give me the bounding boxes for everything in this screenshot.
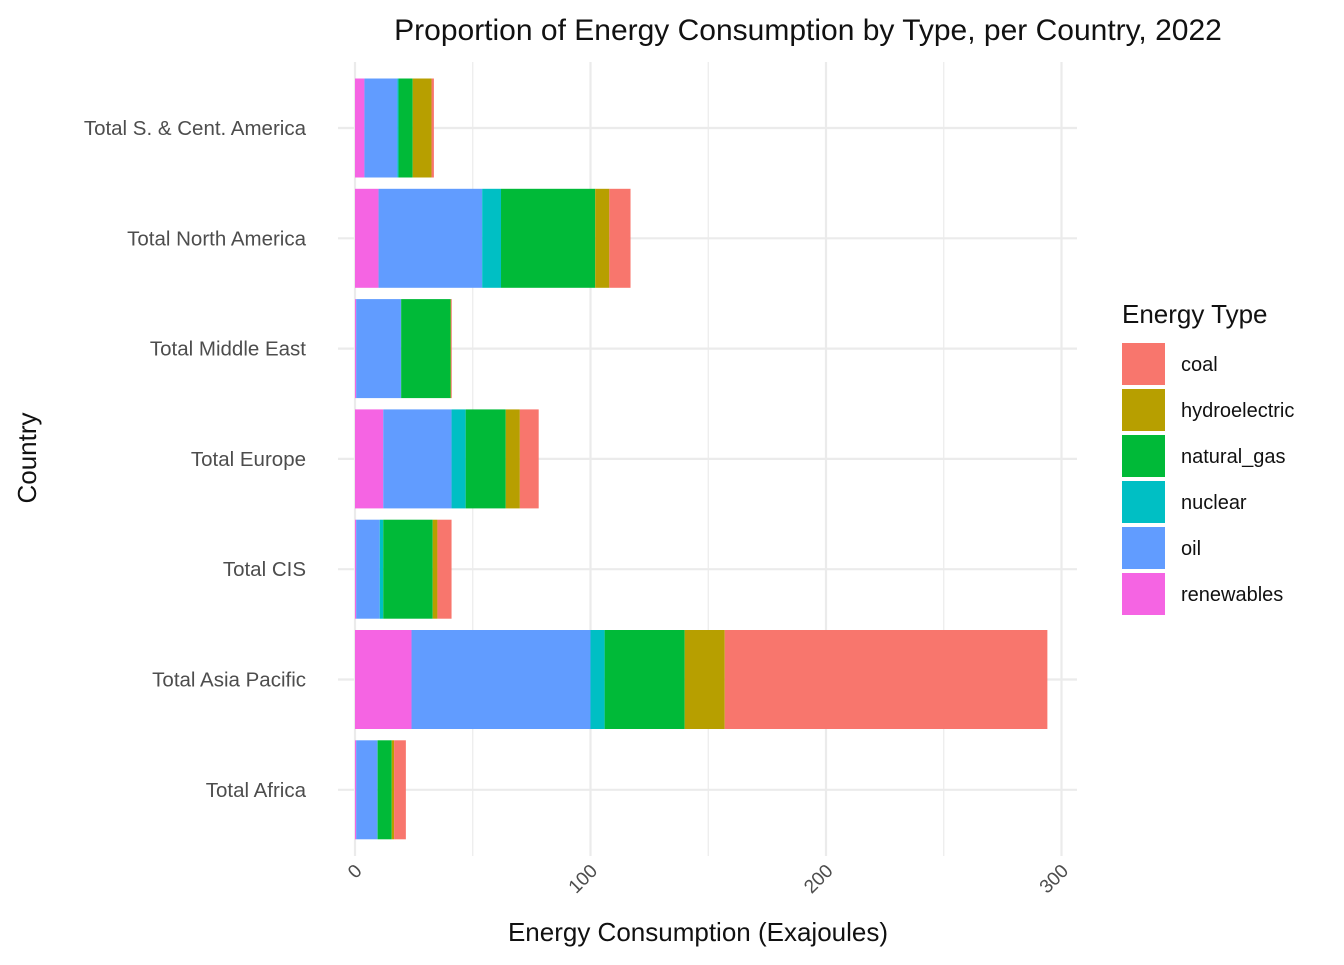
bar-segment-renewables <box>355 189 379 288</box>
bar-segment-nuclear <box>482 189 501 288</box>
legend-swatch-coal <box>1122 343 1165 385</box>
y-tick-label: Total S. & Cent. America <box>84 117 307 140</box>
x-tick-label: 0 <box>344 861 366 883</box>
bar-segment-renewables <box>355 630 412 729</box>
bar-segment-oil <box>379 189 483 288</box>
bar-segment-hydroelectric <box>392 740 394 839</box>
y-tick-label: Total North America <box>127 227 306 250</box>
legend-swatch-oil <box>1122 527 1165 569</box>
bar-segment-coal <box>520 409 539 508</box>
bar-segment-hydroelectric <box>595 189 609 288</box>
legend-label: oil <box>1181 538 1201 560</box>
bar-segment-renewables <box>355 79 364 178</box>
bar-segment-coal <box>725 630 1048 729</box>
y-tick-label: Total Africa <box>206 779 307 802</box>
bar-segment-coal <box>394 740 406 839</box>
legend-swatch-natural-gas <box>1122 435 1165 477</box>
bar-segment-oil <box>356 520 380 619</box>
bar-segment-natural-gas <box>501 189 595 288</box>
bar-segment-natural-gas <box>383 520 432 619</box>
legend-swatch-nuclear <box>1122 481 1165 523</box>
bar-segment-oil <box>412 630 591 729</box>
bar-segment-renewables <box>355 409 383 508</box>
chart-title: Proportion of Energy Consumption by Type… <box>394 14 1222 47</box>
bar-segment-natural-gas <box>401 299 450 398</box>
bar-segment-coal <box>609 189 630 288</box>
bar-segment-coal <box>432 79 434 178</box>
bar-segment-natural-gas <box>399 79 413 178</box>
bar-segment-nuclear <box>380 520 384 619</box>
bar-segment-hydroelectric <box>506 409 520 508</box>
bar-segment-coal <box>437 520 451 619</box>
x-tick-label: 100 <box>565 861 602 898</box>
bar-segment-oil <box>356 299 401 398</box>
y-tick-label: Total Middle East <box>150 338 306 361</box>
legend-label: renewables <box>1181 584 1283 606</box>
y-tick-label: Total Asia Pacific <box>152 669 306 692</box>
y-tick-label: Total CIS <box>223 558 306 581</box>
legend-label: natural_gas <box>1181 446 1286 468</box>
legend-label: hydroelectric <box>1181 400 1294 422</box>
bar-segment-oil <box>356 740 377 839</box>
bar-segment-natural-gas <box>466 409 506 508</box>
legend-swatch-hydroelectric <box>1122 389 1165 431</box>
bar-segment-nuclear <box>591 630 605 729</box>
bar-segment-oil <box>364 79 397 178</box>
bar-segment-oil <box>383 409 451 508</box>
y-axis-title: Country <box>12 412 42 503</box>
x-axis-title: Energy Consumption (Exajoules) <box>508 917 888 947</box>
bar-segment-coal <box>451 299 452 398</box>
bar-segment-nuclear <box>452 409 466 508</box>
bar-segment-hydroelectric <box>413 79 432 178</box>
legend: Energy Type coal hydroelectric natural_gas… <box>1122 299 1294 615</box>
x-tick-label: 300 <box>1036 861 1073 898</box>
legend-label: coal <box>1181 354 1218 376</box>
bar-segment-natural-gas <box>605 630 685 729</box>
bar-segment-natural-gas <box>378 740 392 839</box>
bar-segment-renewables <box>355 299 356 398</box>
x-tick-label: 200 <box>800 861 837 898</box>
legend-title: Energy Type <box>1122 299 1268 329</box>
bar-segment-renewables <box>355 740 356 839</box>
bar-segment-hydroelectric <box>433 520 438 619</box>
y-tick-label: Total Europe <box>191 448 306 471</box>
legend-label: nuclear <box>1181 492 1247 514</box>
bar-segment-hydroelectric <box>685 630 725 729</box>
legend-swatch-renewables <box>1122 573 1165 615</box>
bar-segment-renewables <box>355 520 356 619</box>
bar-segment-nuclear <box>397 79 398 178</box>
